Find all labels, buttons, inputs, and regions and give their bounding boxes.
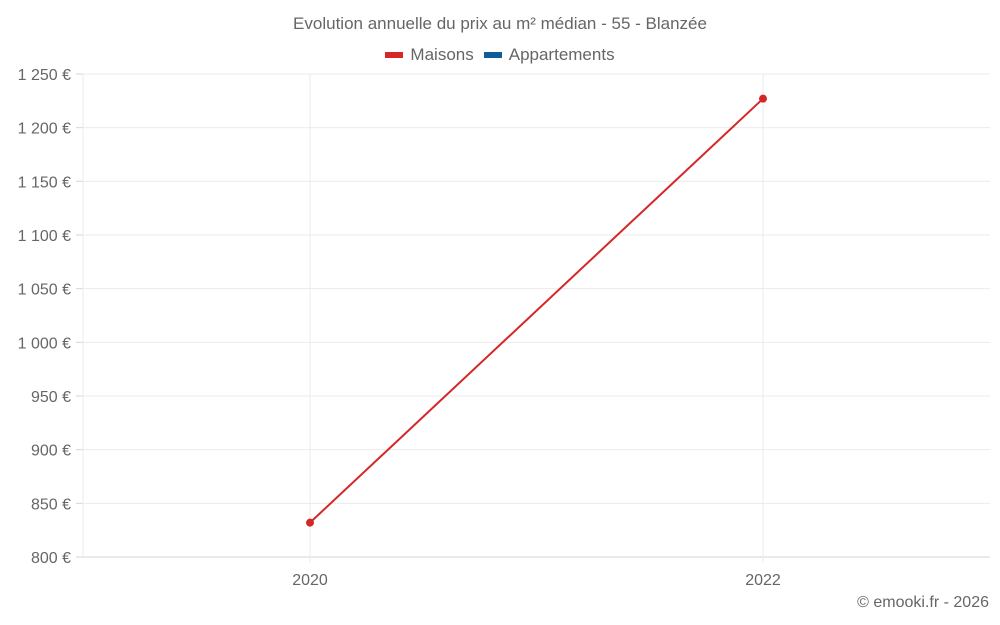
legend-label-maisons: Maisons bbox=[410, 45, 474, 64]
y-tick-label: 900 € bbox=[31, 443, 71, 460]
chart-title: Evolution annuelle du prix au m² médian … bbox=[293, 14, 707, 33]
y-tick-label: 1 050 € bbox=[18, 282, 71, 299]
copyright-credit: © emooki.fr - 2026 bbox=[857, 594, 989, 611]
legend-item-appartements[interactable]: Appartements bbox=[483, 45, 615, 65]
y-tick-label: 850 € bbox=[31, 496, 71, 513]
data-point[interactable] bbox=[306, 518, 314, 527]
legend-label-appartements: Appartements bbox=[508, 45, 615, 64]
y-tick-label: 1 100 € bbox=[18, 228, 71, 245]
series-line-maisons bbox=[309, 97, 764, 524]
y-tick-label: 1 150 € bbox=[18, 174, 71, 191]
legend-item-maisons[interactable]: Maisons bbox=[385, 45, 474, 65]
x-tick-label: 2020 bbox=[292, 572, 328, 589]
x-tick-label: 2022 bbox=[745, 572, 781, 589]
appartements-swatch-icon bbox=[483, 52, 502, 58]
y-tick-label: 800 € bbox=[31, 550, 71, 567]
y-tick-label: 1 000 € bbox=[18, 335, 71, 352]
data-point[interactable] bbox=[759, 94, 767, 103]
y-tick-label: 1 250 € bbox=[18, 67, 71, 84]
y-tick-label: 950 € bbox=[31, 389, 71, 406]
chart-legend: Maisons Appartements bbox=[0, 45, 1000, 65]
y-tick-label: 1 200 € bbox=[18, 121, 71, 138]
maisons-swatch-icon bbox=[385, 52, 404, 58]
